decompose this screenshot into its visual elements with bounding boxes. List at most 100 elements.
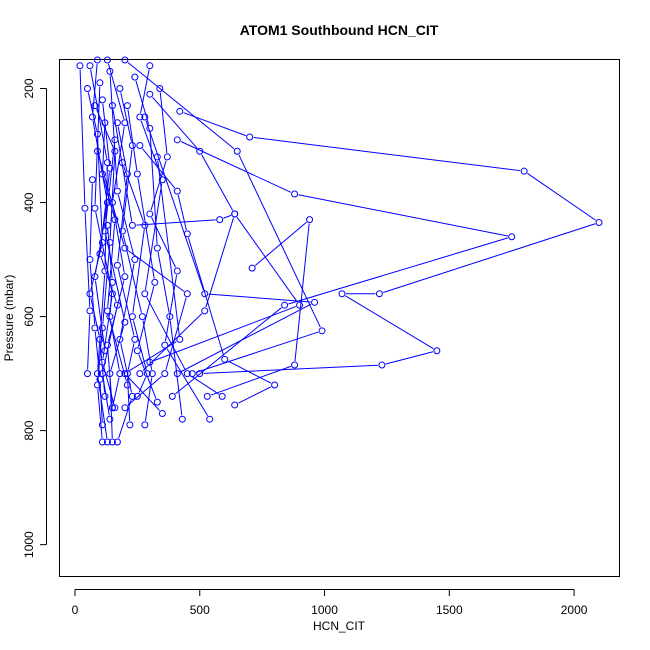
series-segment [140, 69, 150, 114]
series-segment [117, 269, 135, 336]
series-segment [238, 386, 272, 404]
series-segment [180, 141, 292, 193]
data-point [146, 62, 154, 70]
series-segment [95, 206, 108, 273]
series-profile [121, 56, 326, 378]
series-profile [168, 136, 516, 400]
data-point [158, 176, 166, 184]
series-segment [298, 194, 508, 237]
data-point [106, 164, 114, 172]
chart-title: ATOM1 Southbound HCN_CIT [240, 22, 439, 38]
series-segment [89, 183, 93, 256]
series-profile [136, 142, 279, 409]
data-point [520, 167, 528, 175]
data-point [81, 204, 89, 212]
series-segment [99, 383, 103, 421]
data-point [98, 238, 106, 246]
data-point [163, 153, 171, 161]
series-segment [92, 120, 108, 199]
data-point [133, 392, 141, 400]
y-tick-label: 600 [22, 306, 36, 326]
data-point [173, 136, 181, 144]
data-point [103, 438, 111, 446]
data-point [113, 119, 121, 127]
data-point [375, 290, 383, 298]
data-point [161, 341, 169, 349]
series-segment [165, 297, 187, 370]
series-segment [345, 295, 434, 350]
data-point [98, 370, 106, 378]
data-point [131, 335, 139, 343]
data-point [128, 142, 136, 150]
data-point [248, 264, 256, 272]
series-segment [159, 92, 168, 154]
data-point [133, 170, 141, 178]
series-segment [102, 126, 106, 171]
data-point [103, 159, 111, 167]
series-segment [109, 75, 118, 188]
series-segment [140, 120, 162, 177]
series-segment [112, 126, 125, 199]
data-point [101, 347, 109, 355]
series-profile [136, 62, 226, 400]
data-point [151, 278, 159, 286]
series-segment [90, 297, 100, 336]
series-segment [92, 63, 98, 114]
series-segment [122, 149, 133, 228]
data-point [433, 347, 441, 355]
data-point [121, 119, 129, 127]
series-segment [109, 286, 113, 313]
series-segment [157, 160, 180, 336]
data-point [86, 62, 94, 70]
series-profile [131, 73, 186, 423]
data-point [178, 415, 186, 423]
data-point [113, 187, 121, 195]
data-point [141, 113, 149, 121]
series-segment [95, 212, 113, 290]
data-point [176, 335, 184, 343]
series-segment [128, 341, 177, 372]
data-point [201, 307, 209, 315]
series-segment [117, 126, 128, 171]
data-point [153, 244, 161, 252]
data-point [173, 267, 181, 275]
series-segment [105, 234, 125, 319]
data-point [271, 381, 279, 389]
x-tick-label: 2000 [561, 603, 588, 617]
x-axis: 0 500 1000 1500 2000 [72, 589, 588, 617]
data-point [111, 147, 119, 155]
data-point [113, 261, 121, 269]
data-point [103, 221, 111, 229]
data-point [123, 102, 131, 110]
data-point [126, 421, 134, 429]
data-point [123, 370, 131, 378]
series-segment [109, 377, 113, 439]
series-segment [117, 177, 128, 262]
data-point [103, 56, 111, 64]
series-segment [127, 376, 160, 411]
series-segment [144, 183, 163, 290]
series-segment [122, 234, 142, 313]
data-point [88, 176, 96, 184]
series-segment [195, 331, 319, 373]
data-point [183, 370, 191, 378]
x-tick-label: 1000 [311, 603, 338, 617]
data-point [146, 124, 154, 132]
data-point [206, 415, 214, 423]
data-point [161, 370, 169, 378]
data-point [231, 401, 239, 409]
series-segment [127, 109, 138, 171]
data-point [113, 301, 121, 309]
data-point [121, 56, 129, 64]
series-segment [205, 217, 234, 308]
series-segment [136, 219, 216, 226]
series-segment [169, 320, 183, 416]
series-segment [223, 214, 232, 219]
data-point [183, 290, 191, 298]
data-point [76, 62, 84, 70]
data-point [136, 370, 144, 378]
series-segment [120, 263, 135, 336]
data-point [121, 273, 129, 281]
data-point [98, 438, 106, 446]
